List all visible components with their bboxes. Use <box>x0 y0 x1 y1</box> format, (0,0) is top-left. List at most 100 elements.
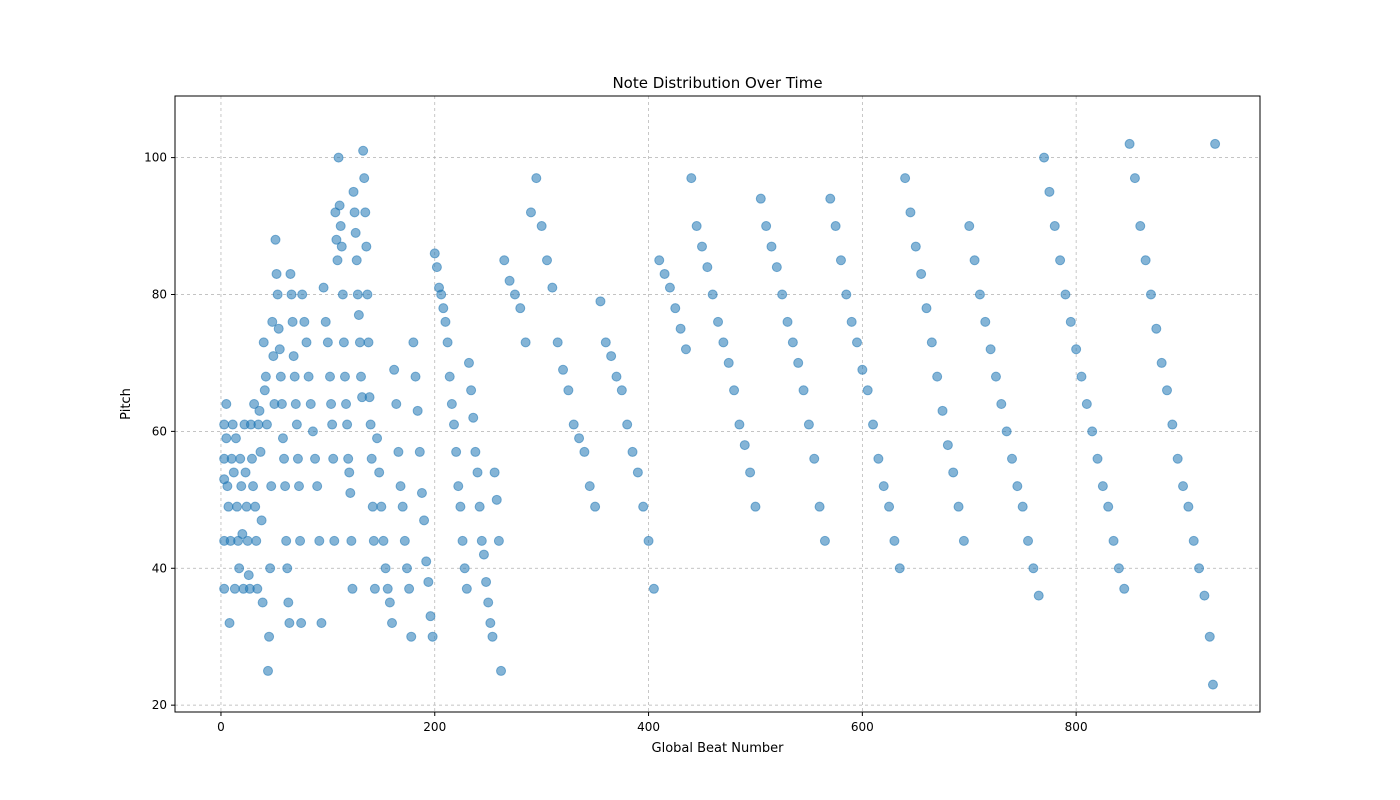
scatter-point <box>363 337 374 348</box>
scatter-point <box>868 419 879 430</box>
scatter-point <box>616 385 627 396</box>
scatter-point <box>314 535 325 546</box>
scatter-point <box>421 556 432 567</box>
scatter-point <box>261 419 272 430</box>
scatter-point <box>425 611 436 622</box>
scatter-point <box>414 446 425 457</box>
scatter-point <box>841 289 852 300</box>
scatter-point <box>889 535 900 546</box>
scatter-point <box>1151 323 1162 334</box>
grid-lines <box>175 96 1260 712</box>
scatter-point <box>235 453 246 464</box>
scatter-point <box>627 446 638 457</box>
scatter-point <box>451 446 462 457</box>
scatter-point <box>932 371 943 382</box>
scatter-point <box>675 323 686 334</box>
scatter-point <box>964 221 975 232</box>
scatter-point <box>798 385 809 396</box>
scatter-point <box>670 303 681 314</box>
scatter-point <box>1087 426 1098 437</box>
scatter-point <box>1178 481 1189 492</box>
scatter-point <box>301 337 312 348</box>
scatter-point <box>292 453 303 464</box>
scatter-point <box>611 371 622 382</box>
scatter-point <box>219 419 230 430</box>
scatter-point <box>1207 679 1218 690</box>
scatter-point <box>453 481 464 492</box>
scatter-point <box>249 399 260 409</box>
scatter-point <box>282 563 293 574</box>
scatter-point <box>339 371 350 382</box>
scatter-point <box>259 385 270 396</box>
scatter-point <box>442 337 453 348</box>
scatter-point <box>237 529 248 540</box>
scatter-point <box>476 535 487 546</box>
scatter-point <box>286 289 297 300</box>
scatter-point <box>329 535 340 546</box>
scatter-point <box>1188 535 1199 546</box>
scatter-point <box>354 337 365 348</box>
scatter-point <box>277 433 288 444</box>
scatter-point <box>343 453 354 464</box>
scatter-point <box>584 481 595 492</box>
scatter-point <box>250 501 261 512</box>
scatter-point <box>307 426 318 437</box>
scatter-point <box>275 371 286 382</box>
scatter-point <box>468 412 479 423</box>
scatter-point <box>265 563 276 574</box>
scatter-point <box>230 433 241 444</box>
scatter-point <box>291 419 302 430</box>
scatter-point <box>440 316 451 327</box>
scatter-point <box>905 207 916 218</box>
scatter-point <box>713 316 724 327</box>
scatter-point <box>410 371 421 382</box>
scatter-point <box>284 618 295 629</box>
scatter-point <box>219 583 230 594</box>
chart-title: Note Distribution Over Time <box>612 74 822 92</box>
scatter-point <box>267 316 278 327</box>
scatter-point <box>334 200 345 211</box>
scatter-point <box>351 255 362 266</box>
scatter-point <box>312 481 323 492</box>
scatter-point <box>643 535 654 546</box>
scatter-point <box>399 535 410 546</box>
scatter-point <box>270 234 281 245</box>
scatter-point <box>638 501 649 512</box>
scatter-point <box>346 535 357 546</box>
scatter-point <box>285 268 296 279</box>
scatter-point <box>316 618 327 629</box>
scatter-point <box>266 481 277 492</box>
x-tick-label: 400 <box>637 720 660 734</box>
scatter-point <box>894 563 905 574</box>
scatter-point <box>921 303 932 314</box>
scatter-point <box>251 535 262 546</box>
scatter-point <box>568 419 579 430</box>
scatter-point <box>299 316 310 327</box>
scatter-point <box>499 255 510 266</box>
y-axis-label: Pitch <box>119 388 134 420</box>
scatter-points <box>219 138 1221 690</box>
scatter-point <box>279 453 290 464</box>
scatter-point <box>1162 385 1172 396</box>
scatter-point <box>782 316 793 327</box>
scatter-point <box>352 289 363 300</box>
scatter-point <box>229 583 240 594</box>
scatter-point <box>397 501 408 512</box>
scatter-point <box>322 337 333 348</box>
scatter-point <box>504 275 515 286</box>
scatter-point <box>387 618 397 629</box>
scatter-point <box>271 268 282 279</box>
scatter-point <box>1194 563 1205 574</box>
scatter-point <box>288 351 299 362</box>
scatter-point <box>654 255 665 266</box>
scatter-point <box>1210 138 1221 149</box>
scatter-point <box>389 364 400 375</box>
scatter-point <box>263 665 273 676</box>
scatter-point <box>900 173 911 184</box>
scatter-point <box>436 289 447 300</box>
scatter-point <box>937 405 948 416</box>
scatter-point <box>365 419 376 430</box>
scatter-point <box>825 193 836 204</box>
scatter-point <box>606 351 617 362</box>
